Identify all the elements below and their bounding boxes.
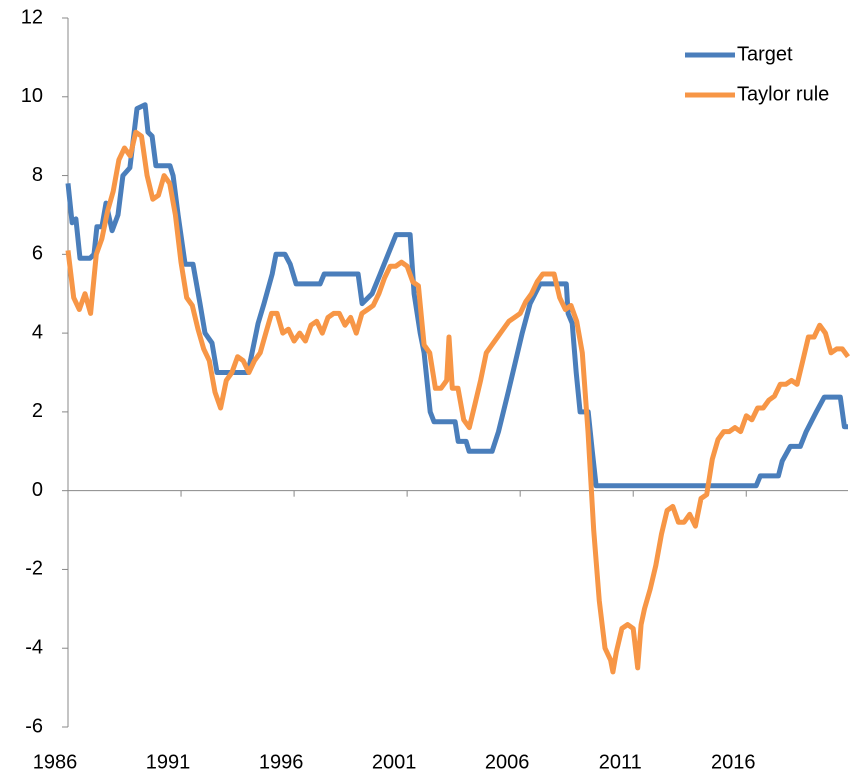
x-tick-label: 1991 <box>146 751 191 773</box>
y-tick-label: 12 <box>21 6 43 28</box>
x-tick-label: 2011 <box>599 751 642 773</box>
x-tick-label: 2016 <box>711 751 756 773</box>
x-tick-label: 1996 <box>259 751 304 773</box>
y-tick-label: 6 <box>32 243 43 265</box>
series-line <box>65 129 851 675</box>
y-tick-label: 4 <box>32 321 43 343</box>
x-tick-label: 2006 <box>485 751 530 773</box>
y-tick-label: 8 <box>32 164 43 186</box>
legend-label: Taylor rule <box>737 83 829 105</box>
y-tick-label: 0 <box>32 479 43 501</box>
y-tick-label: -4 <box>25 637 43 659</box>
series-line <box>65 102 848 489</box>
y-tick-label: -6 <box>25 715 43 737</box>
y-tick-label: 10 <box>21 85 43 107</box>
legend-label: Target <box>737 43 793 65</box>
y-tick-label: -2 <box>25 558 43 580</box>
y-tick-label: 2 <box>32 400 43 422</box>
x-tick-label: 2001 <box>372 751 417 773</box>
x-tick-label: 1986 <box>33 751 78 773</box>
